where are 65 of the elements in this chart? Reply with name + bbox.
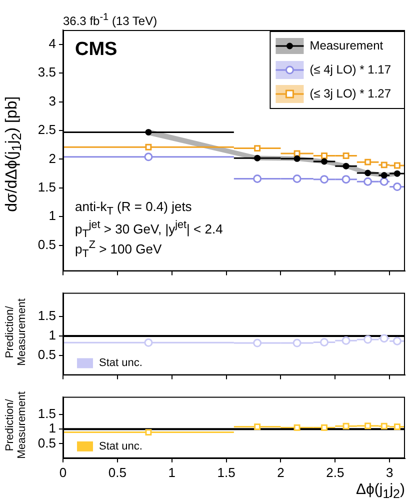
point xyxy=(364,177,372,186)
annotation: p$_{T}$$^{jet}$ > 30 GeV, |y$^{jet}$| < 2.4 xyxy=(75,219,223,240)
y-tick-label: 4 xyxy=(48,36,56,51)
point xyxy=(321,152,328,159)
point xyxy=(254,145,261,152)
point xyxy=(392,182,402,192)
y-tick-label: 1.5 xyxy=(38,180,56,195)
annotation: p$_{T}$$^{Z}$ > 100 GeV xyxy=(75,239,162,261)
point xyxy=(380,162,388,168)
x-tick-label: 1 xyxy=(168,464,176,480)
y-tick-label: 0.5 xyxy=(38,347,56,362)
point xyxy=(342,175,350,184)
point xyxy=(394,162,400,169)
x-tick-label: 2 xyxy=(277,464,284,480)
point xyxy=(342,422,350,430)
point xyxy=(145,128,152,136)
x-tick-label: 1.5 xyxy=(217,464,236,480)
y-tick-label: 1.5 xyxy=(38,308,56,323)
y-tick-label: 0.5 xyxy=(38,236,56,252)
y-tick-label: 0.5 xyxy=(38,435,56,450)
point xyxy=(321,158,328,165)
annotation: anti-k$_{T}$ (R = 0.4) jets xyxy=(75,199,192,218)
x-tick-label: 2.5 xyxy=(326,464,344,480)
point xyxy=(380,172,388,179)
point xyxy=(364,158,372,166)
y-axis-title: Prediction/Measurement xyxy=(4,297,28,368)
point xyxy=(294,424,300,431)
x-tick-label: 0.5 xyxy=(108,464,126,480)
y-tick-label: 2 xyxy=(48,150,56,166)
point xyxy=(292,174,302,183)
point xyxy=(364,422,372,430)
point xyxy=(254,423,261,430)
point xyxy=(394,170,400,177)
legend-label: Stat unc. xyxy=(99,357,142,370)
point xyxy=(145,429,152,436)
y-tick-label: 2.5 xyxy=(38,122,56,138)
point xyxy=(320,175,329,184)
point xyxy=(253,174,262,183)
point xyxy=(364,170,372,176)
chart-title: 36.3 fb$^{-1}$ (13 TeV) xyxy=(63,12,158,28)
point xyxy=(294,155,300,162)
x-tick-label: 0 xyxy=(59,464,67,480)
x-axis-title: Δϕ(j$_{1}$j$_{2}$) xyxy=(356,481,405,502)
point xyxy=(145,144,152,150)
point xyxy=(254,154,261,162)
legend-label: Stat unc. xyxy=(99,440,142,452)
y-tick-label: 1.5 xyxy=(38,406,56,421)
point xyxy=(380,422,388,430)
point xyxy=(144,152,153,162)
y-tick-label: 1 xyxy=(48,420,56,436)
y-tick-label: 3 xyxy=(48,93,56,108)
y-tick-label: 1 xyxy=(48,328,56,343)
point xyxy=(394,423,400,430)
x-tick-label: 3 xyxy=(386,464,394,480)
point xyxy=(342,162,350,170)
annotation: CMS xyxy=(75,39,118,61)
legend-label: (≤ 4j LO) * 1.17 xyxy=(310,62,392,76)
legend-label: Measurement xyxy=(310,38,384,52)
point xyxy=(294,150,300,157)
point xyxy=(342,152,350,159)
legend-label: (≤ 3j LO) * 1.27 xyxy=(310,86,392,100)
y-axis-title: Prediction/Measurement xyxy=(4,390,28,460)
point xyxy=(321,424,328,431)
y-tick-label: 3.5 xyxy=(38,64,56,80)
y-tick-label: 1 xyxy=(48,208,56,224)
